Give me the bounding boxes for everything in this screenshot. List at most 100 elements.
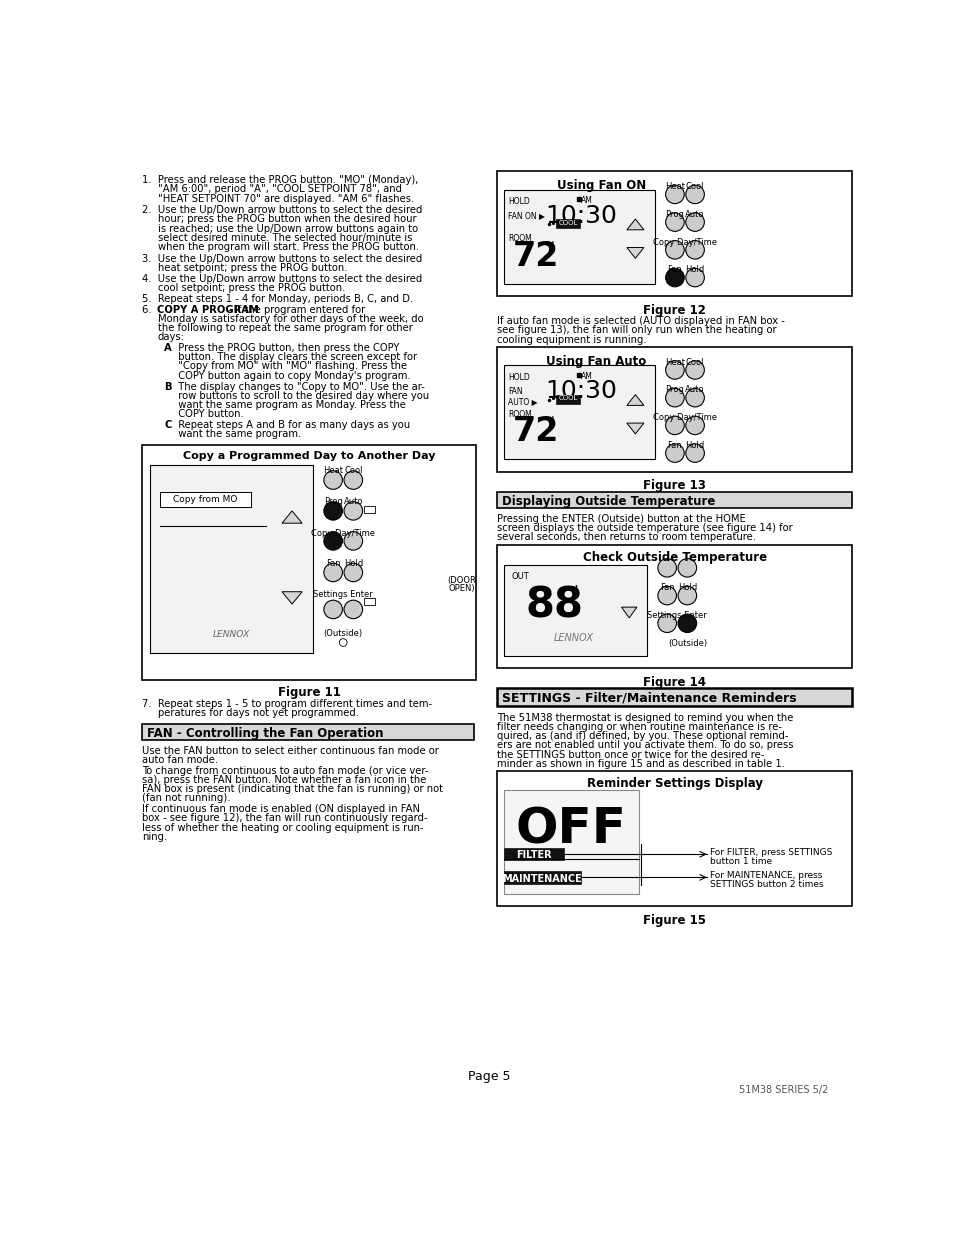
- Text: Using Fan Auto: Using Fan Auto: [546, 354, 646, 368]
- Text: Figure 12: Figure 12: [643, 304, 705, 316]
- Text: If auto fan mode is selected (AUTO displayed in FAN box -: If auto fan mode is selected (AUTO displ…: [497, 316, 784, 326]
- Text: row buttons to scroll to the desired day where you: row buttons to scroll to the desired day…: [172, 390, 429, 400]
- Text: Cool: Cool: [685, 182, 703, 191]
- Text: Press the PROG button, then press the COPY: Press the PROG button, then press the CO…: [172, 343, 399, 353]
- Circle shape: [685, 416, 703, 435]
- Circle shape: [665, 389, 683, 406]
- Text: 5.  Repeat steps 1 - 4 for Monday, periods B, C, and D.: 5. Repeat steps 1 - 4 for Monday, period…: [142, 294, 414, 304]
- Circle shape: [685, 241, 703, 259]
- Text: Check Outside Temperature: Check Outside Temperature: [582, 551, 766, 564]
- Circle shape: [323, 501, 342, 520]
- Text: Pressing the ENTER (Outside) button at the HOME: Pressing the ENTER (Outside) button at t…: [497, 514, 745, 524]
- Text: 7.  Repeat steps 1 - 5 to program different times and tem-: 7. Repeat steps 1 - 5 to program differe…: [142, 699, 432, 709]
- Text: days:: days:: [158, 332, 185, 342]
- Text: Copy from MO: Copy from MO: [172, 495, 237, 504]
- Text: ': ': [573, 584, 578, 601]
- Text: screen displays the outside temperature (see figure 14) for: screen displays the outside temperature …: [497, 524, 792, 534]
- Polygon shape: [282, 592, 302, 604]
- Text: Figure 11: Figure 11: [277, 685, 340, 699]
- Text: For FILTER, press SETTINGS: For FILTER, press SETTINGS: [709, 848, 831, 857]
- Text: hour; press the PROG button when the desired hour: hour; press the PROG button when the des…: [158, 215, 416, 225]
- Circle shape: [323, 600, 342, 619]
- Text: OPEN): OPEN): [448, 584, 475, 593]
- Text: Copy Day/Time: Copy Day/Time: [652, 412, 717, 422]
- Text: MAINTENANCE: MAINTENANCE: [502, 873, 581, 883]
- Text: AM: AM: [580, 372, 593, 380]
- Text: Repeat steps A and B for as many days as you: Repeat steps A and B for as many days as…: [172, 420, 410, 430]
- Circle shape: [685, 212, 703, 231]
- Polygon shape: [620, 608, 637, 618]
- Circle shape: [685, 268, 703, 287]
- Circle shape: [685, 361, 703, 379]
- Text: Page 5: Page 5: [467, 1070, 510, 1083]
- Text: Heat: Heat: [323, 466, 343, 475]
- Text: Hold: Hold: [677, 583, 697, 593]
- Text: Displaying Outside Temperature: Displaying Outside Temperature: [501, 495, 715, 508]
- Text: (fan not running).: (fan not running).: [142, 793, 231, 804]
- Text: when the program will start. Press the PROG button.: when the program will start. Press the P…: [158, 242, 418, 252]
- Text: 10:30: 10:30: [545, 379, 617, 403]
- Bar: [503, 366, 654, 459]
- Text: Hold: Hold: [685, 441, 704, 450]
- Circle shape: [658, 587, 676, 605]
- Text: Fan: Fan: [667, 266, 681, 274]
- Text: filter needs changing or when routine maintenance is re-: filter needs changing or when routine ma…: [497, 721, 781, 732]
- Text: For MAINTENANCE, press: For MAINTENANCE, press: [709, 871, 821, 881]
- Text: Auto: Auto: [684, 210, 704, 219]
- Text: (Outside): (Outside): [667, 638, 706, 647]
- Text: want the same program as Monday. Press the: want the same program as Monday. Press t…: [172, 400, 405, 410]
- Text: quired, as (and if) defined, by you. These optional remind-: quired, as (and if) defined, by you. The…: [497, 731, 788, 741]
- Circle shape: [658, 614, 676, 632]
- Polygon shape: [626, 247, 643, 258]
- Circle shape: [323, 563, 342, 582]
- Polygon shape: [282, 511, 302, 524]
- Text: - If the program entered for: - If the program entered for: [225, 305, 365, 315]
- Text: SETTINGS - Filter/Maintenance Reminders: SETTINGS - Filter/Maintenance Reminders: [501, 692, 796, 704]
- Bar: [497, 771, 852, 906]
- Text: button. The display clears the screen except for: button. The display clears the screen ex…: [172, 352, 416, 362]
- Text: FAN ON ▶: FAN ON ▶: [508, 211, 544, 220]
- Circle shape: [344, 563, 362, 582]
- Text: 51M38 SERIES 5/2: 51M38 SERIES 5/2: [739, 1086, 827, 1095]
- Circle shape: [344, 600, 362, 619]
- Text: SETTINGS button 2 times: SETTINGS button 2 times: [709, 881, 822, 889]
- Text: HOLD: HOLD: [508, 373, 530, 382]
- Text: ning.: ning.: [142, 832, 168, 842]
- Circle shape: [323, 531, 342, 550]
- Text: sa), press the FAN button. Note whether a fan icon in the: sa), press the FAN button. Note whether …: [142, 776, 426, 785]
- Text: Hold: Hold: [343, 558, 362, 568]
- Circle shape: [685, 389, 703, 406]
- Text: LENNOX: LENNOX: [213, 630, 250, 640]
- Bar: [142, 724, 474, 740]
- Text: Copy Day/Time: Copy Day/Time: [652, 237, 717, 247]
- Text: peratures for days not yet programmed.: peratures for days not yet programmed.: [158, 708, 358, 718]
- Text: the SETTINGS button once or twice for the desired re-: the SETTINGS button once or twice for th…: [497, 750, 764, 760]
- Bar: [364, 506, 375, 514]
- Circle shape: [344, 471, 362, 489]
- Text: Figure 15: Figure 15: [642, 914, 705, 926]
- Text: button 1 time: button 1 time: [709, 857, 771, 867]
- Text: Prog: Prog: [323, 496, 342, 506]
- Bar: [503, 564, 646, 656]
- Circle shape: [678, 614, 696, 632]
- Text: Hold: Hold: [685, 266, 704, 274]
- Bar: [503, 190, 654, 284]
- Text: 72: 72: [513, 415, 558, 448]
- Text: several seconds, then returns to room temperature.: several seconds, then returns to room te…: [497, 532, 756, 542]
- Circle shape: [344, 531, 362, 550]
- Circle shape: [665, 241, 683, 259]
- Circle shape: [323, 471, 342, 489]
- Circle shape: [685, 185, 703, 204]
- Text: Figure 14: Figure 14: [642, 676, 705, 689]
- Text: To change from continuous to auto fan mode (or vice ver-: To change from continuous to auto fan mo…: [142, 766, 429, 776]
- Bar: [497, 492, 852, 508]
- Text: Auto: Auto: [343, 496, 363, 506]
- Text: OFF: OFF: [515, 805, 626, 853]
- Bar: [159, 492, 251, 508]
- Bar: [497, 172, 852, 296]
- Text: ROOM: ROOM: [508, 410, 532, 419]
- Polygon shape: [626, 424, 643, 433]
- Text: want the same program.: want the same program.: [172, 430, 301, 440]
- Text: box - see figure 12), the fan will run continuously regard-: box - see figure 12), the fan will run c…: [142, 814, 428, 824]
- Bar: [150, 464, 313, 653]
